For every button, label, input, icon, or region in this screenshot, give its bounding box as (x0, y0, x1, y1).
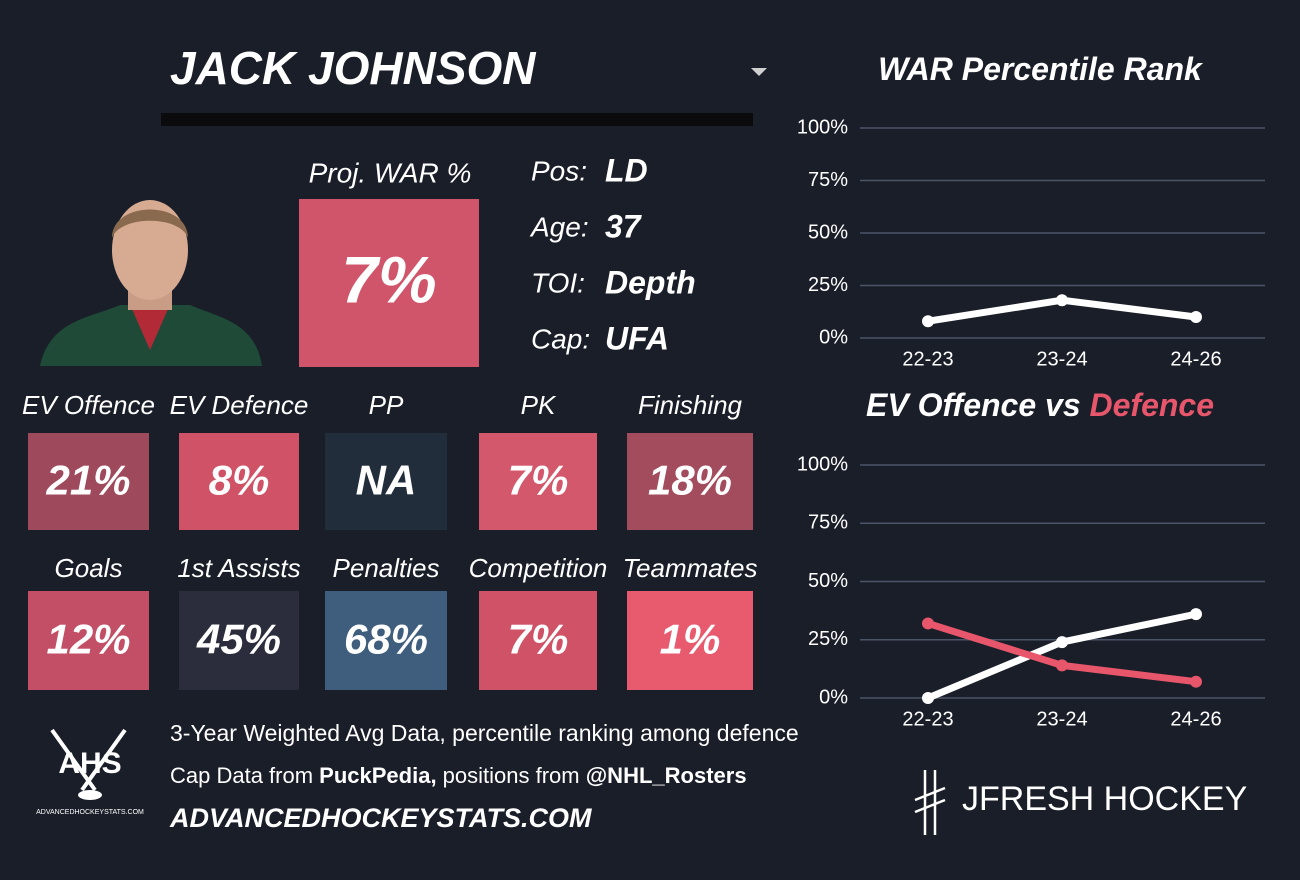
tile-value: 12% (46, 616, 130, 663)
x-tick-label: 24-26 (1170, 708, 1221, 730)
tile-label: PK (521, 390, 557, 420)
site[interactable]: ADVANCEDHOCKEYSTATS.COM (169, 803, 592, 833)
proj-label: Proj. WAR % (309, 157, 472, 188)
y-tick-label: 100% (797, 116, 848, 138)
tile-box (325, 591, 447, 690)
info-value: Depth (605, 264, 696, 300)
tiles: EV Offence 21% EV Defence 8% PP NA PK 7% Finishi… (22, 390, 757, 690)
info-label: Age: (529, 211, 589, 242)
y-tick-label: 25% (808, 628, 848, 650)
source: Cap Data from PuckPedia, positions from … (170, 763, 747, 788)
dropdown-caret[interactable] (751, 68, 767, 76)
tile-box (627, 591, 753, 690)
chart-title: EV Offence vs Defence (866, 387, 1214, 423)
info-value: LD (605, 152, 648, 188)
source-link[interactable]: PuckPedia, (319, 763, 436, 788)
info-value: 37 (605, 208, 643, 244)
tile-value: 21% (45, 457, 130, 504)
x-tick-label: 22-23 (902, 708, 953, 730)
point (1190, 608, 1202, 621)
tile-box (179, 591, 299, 690)
point (1056, 636, 1068, 649)
point (1056, 294, 1068, 307)
point (1190, 311, 1202, 323)
info: Pos: LD Age: 37 TOI: Depth Cap: UFA (529, 152, 696, 356)
y-tick-label: 50% (808, 570, 848, 592)
source-text: positions from (437, 763, 586, 788)
tile-value: 68% (344, 616, 428, 663)
tile-box (325, 433, 447, 530)
tile-value: 18% (648, 457, 732, 504)
tile-label: 1st Assists (177, 553, 300, 583)
y-tick-label: 75% (808, 512, 848, 534)
info-label: TOI: (531, 267, 585, 298)
charts: 0% 25% 50% 75% 100% 22-23 23-24 24-26 WAR Percen… (797, 51, 1265, 730)
y-tick-label: 25% (808, 274, 848, 296)
tile-label: Competition (469, 553, 608, 583)
tile-label: Goals (55, 553, 123, 583)
tile-label: EV Offence (22, 390, 155, 420)
brand: JFRESH HOCKEY (962, 780, 1247, 818)
tile-value: 7% (508, 457, 569, 504)
tile-box (28, 591, 149, 690)
tile-box (627, 433, 753, 530)
point (1056, 659, 1068, 672)
source-link[interactable]: @NHL_Rosters (586, 763, 747, 788)
tile-label: EV Defence (170, 390, 309, 420)
logo-caption: ADVANCEDHOCKEYSTATS.COM (36, 809, 144, 816)
tile-box (479, 433, 597, 530)
name-underline (161, 113, 753, 126)
x-tick-label: 22-23 (902, 348, 953, 370)
tile-value: 7% (508, 616, 569, 663)
chart-title-part: Defence (1090, 387, 1215, 423)
y-tick-label: 0% (819, 326, 848, 348)
tile-label: PP (369, 390, 404, 420)
point (922, 315, 934, 328)
source-text: Cap Data from (170, 763, 319, 788)
brand-logo (914, 770, 946, 835)
tile-value: 45% (196, 616, 281, 663)
player-name: JACK JOHNSON (170, 42, 536, 94)
y-tick-label: 100% (797, 453, 848, 475)
point (922, 692, 934, 704)
tile-label: Teammates (623, 553, 758, 583)
y-tick-label: 0% (819, 686, 848, 708)
y-tick-label: 50% (808, 221, 848, 243)
info-label: Cap: (531, 323, 590, 354)
info-label: Pos: (531, 155, 587, 186)
tile-value: NA (356, 457, 417, 504)
info-value: UFA (605, 320, 669, 356)
y-tick-label: 75% (808, 169, 848, 191)
chart-title-part: EV Offence vs (866, 387, 1090, 423)
tile-label: Finishing (638, 390, 743, 420)
tile-value: 1% (660, 616, 721, 663)
tile-box (28, 433, 149, 530)
point (922, 617, 934, 630)
proj-value: 7% (341, 242, 436, 316)
player-photo (40, 200, 262, 366)
x-tick-label: 24-26 (1170, 348, 1221, 370)
x-tick-label: 23-24 (1036, 708, 1087, 730)
logo-text: AHS (58, 747, 121, 780)
chart-title-part: WAR Percentile Rank (878, 51, 1204, 87)
tile-box (179, 433, 299, 530)
chart-title: WAR Percentile Rank (878, 51, 1204, 87)
tile-value: 8% (209, 457, 270, 504)
x-tick-label: 23-24 (1036, 348, 1087, 370)
point (1190, 675, 1202, 688)
ahs-logo: AHS ADVANCEDHOCKEYSTATS.COM (36, 728, 144, 816)
proj-box (299, 199, 479, 367)
tile-label: Penalties (333, 553, 440, 583)
tile-box (479, 591, 597, 690)
note: 3-Year Weighted Avg Data, percentile ran… (170, 720, 799, 746)
